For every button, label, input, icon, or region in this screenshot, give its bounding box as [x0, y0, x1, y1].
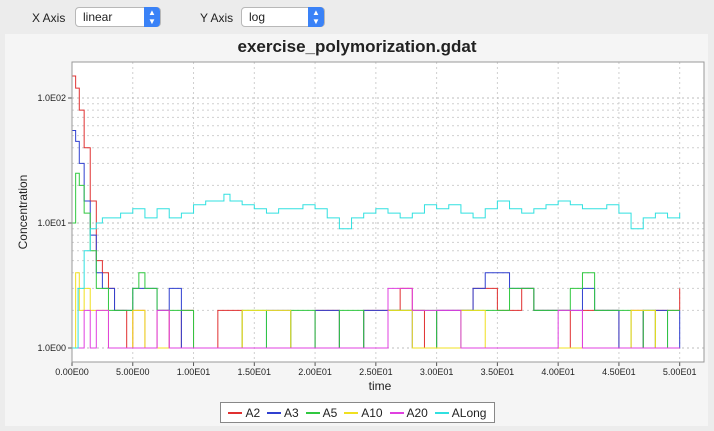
legend-item-a5: A5 [305, 405, 338, 420]
legend-label: A20 [406, 405, 428, 420]
legend-label: A3 [284, 405, 299, 420]
legend-label: ALong [451, 405, 487, 420]
legend-swatch [434, 411, 449, 414]
legend-label: A5 [322, 405, 338, 420]
legend: A2 A3 A5 A10 A20 ALong [220, 402, 495, 423]
legend-label: A2 [245, 405, 261, 420]
legend-item-a2: A2 [228, 406, 260, 420]
chevron-updown-icon: ▲ ▼ [308, 7, 324, 27]
legend-swatch [228, 411, 243, 414]
toolbar: X Axis linear ▲ ▼ Y Axis log ▲ ▼ [0, 0, 714, 34]
legend-swatch [389, 411, 404, 414]
x-axis-select-value: linear [83, 10, 113, 24]
x-axis-select[interactable]: linear ▲ ▼ [75, 7, 161, 27]
legend-swatch [267, 411, 282, 414]
y-axis-label: Y Axis [200, 11, 234, 25]
legend-item-a10: A10 [344, 405, 383, 420]
legend-swatch [344, 411, 359, 414]
y-axis-select-value: log [249, 10, 266, 24]
y-axis-title: Concentration [16, 174, 30, 250]
legend-item-a20: A20 [389, 405, 428, 420]
legend-swatch [305, 411, 320, 414]
legend-label: A10 [361, 405, 383, 420]
legend-item-a3: A3 [267, 406, 299, 420]
x-axis-title: time [368, 379, 392, 393]
chart-panel [5, 34, 708, 426]
x-axis-label: X Axis [32, 11, 66, 25]
chart-title: exercise_polymorization.gdat [237, 37, 477, 56]
y-axis-select[interactable]: log ▲ ▼ [241, 7, 325, 27]
legend-item-along: ALong [434, 405, 487, 420]
chevron-updown-icon: ▲ ▼ [144, 7, 160, 27]
